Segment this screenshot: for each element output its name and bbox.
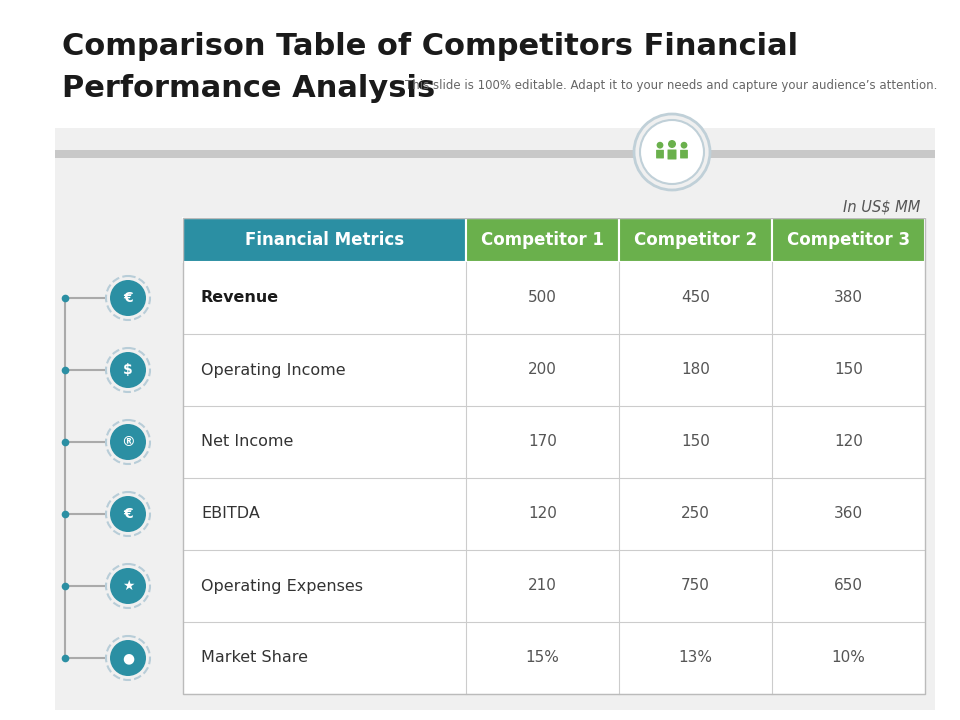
FancyBboxPatch shape xyxy=(680,150,688,158)
FancyBboxPatch shape xyxy=(183,622,925,694)
Circle shape xyxy=(110,352,146,388)
Text: Revenue: Revenue xyxy=(201,290,279,305)
Text: Performance Analysis: Performance Analysis xyxy=(62,74,435,103)
FancyBboxPatch shape xyxy=(183,406,925,478)
Text: Operating Expenses: Operating Expenses xyxy=(201,578,363,593)
Text: $: $ xyxy=(123,363,132,377)
Text: 180: 180 xyxy=(681,362,710,377)
Text: 210: 210 xyxy=(528,578,557,593)
FancyBboxPatch shape xyxy=(183,334,925,406)
FancyBboxPatch shape xyxy=(183,478,925,550)
Text: Financial Metrics: Financial Metrics xyxy=(245,231,404,249)
Text: EBITDA: EBITDA xyxy=(201,506,260,521)
Text: 650: 650 xyxy=(834,578,863,593)
Text: 120: 120 xyxy=(834,434,863,449)
Text: Competitor 3: Competitor 3 xyxy=(787,231,910,249)
Circle shape xyxy=(110,640,146,676)
Circle shape xyxy=(106,276,150,320)
Text: Operating Income: Operating Income xyxy=(201,362,346,377)
Text: 200: 200 xyxy=(528,362,557,377)
Text: Comparison Table of Competitors Financial: Comparison Table of Competitors Financia… xyxy=(62,32,798,61)
FancyBboxPatch shape xyxy=(183,218,466,262)
Text: 10%: 10% xyxy=(831,650,865,665)
FancyBboxPatch shape xyxy=(656,150,664,158)
FancyBboxPatch shape xyxy=(667,150,677,160)
Text: €: € xyxy=(123,291,132,305)
Text: 170: 170 xyxy=(528,434,557,449)
Text: 360: 360 xyxy=(834,506,863,521)
Circle shape xyxy=(634,114,710,190)
Text: This slide is 100% editable. Adapt it to your needs and capture your audience’s : This slide is 100% editable. Adapt it to… xyxy=(405,79,937,92)
FancyBboxPatch shape xyxy=(55,150,645,158)
Circle shape xyxy=(668,140,676,148)
FancyBboxPatch shape xyxy=(772,218,925,262)
Circle shape xyxy=(106,492,150,536)
Text: 750: 750 xyxy=(681,578,710,593)
Text: Competitor 2: Competitor 2 xyxy=(634,231,757,249)
Text: 250: 250 xyxy=(681,506,710,521)
Circle shape xyxy=(106,636,150,680)
FancyBboxPatch shape xyxy=(466,218,619,262)
Circle shape xyxy=(106,348,150,392)
Circle shape xyxy=(106,420,150,464)
Text: 15%: 15% xyxy=(525,650,560,665)
Circle shape xyxy=(657,142,663,148)
Text: ★: ★ xyxy=(122,579,134,593)
FancyBboxPatch shape xyxy=(619,218,772,262)
FancyBboxPatch shape xyxy=(183,262,925,334)
Circle shape xyxy=(106,564,150,608)
Text: 150: 150 xyxy=(834,362,863,377)
Text: Competitor 1: Competitor 1 xyxy=(481,231,604,249)
Circle shape xyxy=(681,142,687,148)
Text: Net Income: Net Income xyxy=(201,434,294,449)
Circle shape xyxy=(110,568,146,604)
Text: 450: 450 xyxy=(681,290,710,305)
Text: 150: 150 xyxy=(681,434,710,449)
Text: 380: 380 xyxy=(834,290,863,305)
Text: €: € xyxy=(123,507,132,521)
Circle shape xyxy=(110,424,146,460)
Circle shape xyxy=(110,280,146,316)
Text: ®: ® xyxy=(121,435,134,449)
FancyBboxPatch shape xyxy=(705,150,935,158)
Text: 120: 120 xyxy=(528,506,557,521)
Text: 13%: 13% xyxy=(679,650,712,665)
Text: In US$ MM: In US$ MM xyxy=(843,200,920,215)
Text: 500: 500 xyxy=(528,290,557,305)
Text: ●: ● xyxy=(122,651,134,665)
Text: Market Share: Market Share xyxy=(201,650,308,665)
Circle shape xyxy=(640,120,704,184)
FancyBboxPatch shape xyxy=(55,128,935,710)
FancyBboxPatch shape xyxy=(183,550,925,622)
Circle shape xyxy=(110,496,146,532)
